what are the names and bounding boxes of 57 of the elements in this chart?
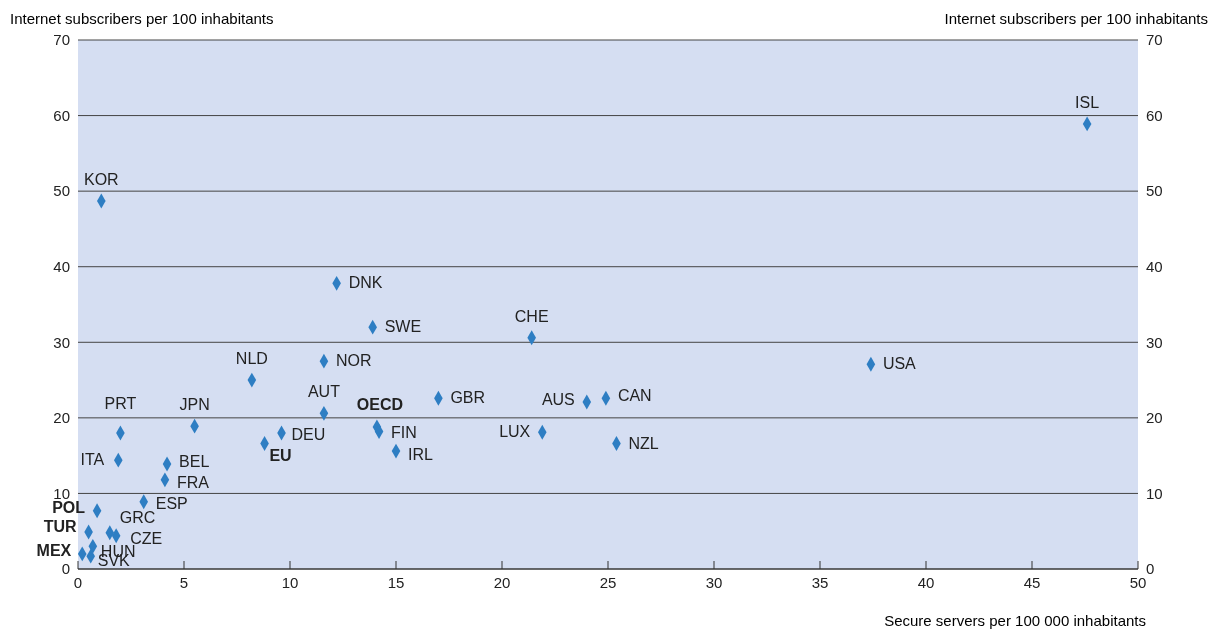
x-tick-label: 10: [281, 573, 299, 591]
series-label: USA: [882, 355, 917, 373]
series-label: NZL: [628, 434, 659, 452]
series-label: DNK: [348, 274, 383, 292]
y-tick-label: 30: [53, 333, 70, 351]
y-tick-label: 50: [53, 182, 70, 200]
y-tick-label: 0: [61, 560, 70, 578]
x-tick-label: 40: [917, 573, 935, 591]
x-tick-label: 50: [1129, 573, 1147, 591]
series-label: DEU: [291, 425, 326, 443]
y-tick-label: 60: [53, 106, 70, 124]
series-label: MEX: [36, 541, 72, 559]
series-label: IRL: [408, 446, 433, 464]
series-label: EU: [269, 446, 292, 464]
y2-tick-label: 30: [1146, 333, 1163, 351]
series-label: SWE: [384, 318, 422, 336]
x-axis-title: Secure servers per 100 000 inhabitants: [884, 612, 1146, 629]
series-label: LUX: [499, 423, 531, 441]
x-tick-label: 25: [599, 573, 617, 591]
y2-tick-label: 60: [1146, 106, 1163, 124]
series-label: ISL: [1075, 93, 1100, 111]
x-tick-label: 35: [811, 573, 829, 591]
y2-tick-label: 70: [1146, 31, 1163, 49]
series-label: NOR: [335, 352, 372, 370]
series-label: PRT: [104, 394, 137, 412]
series-label: AUS: [541, 390, 575, 408]
series-label: ESP: [155, 494, 188, 512]
y2-tick-label: 20: [1146, 409, 1163, 427]
x-tick-label: 30: [705, 573, 723, 591]
series-label: GBR: [450, 389, 486, 407]
y2-tick-label: 0: [1146, 560, 1155, 578]
x-tick-label: 15: [387, 573, 405, 591]
series-label: GRC: [119, 508, 156, 526]
y-tick-label: 40: [53, 258, 70, 276]
y-axis-title: Internet subscribers per 100 inhabitants: [10, 10, 274, 27]
x-tick-label: 5: [179, 573, 189, 591]
series-label: CHE: [514, 307, 549, 325]
series-label: BEL: [179, 452, 210, 470]
x-tick-label: 0: [73, 573, 83, 591]
series-label: OECD: [356, 395, 404, 413]
y2-tick-label: 40: [1146, 258, 1163, 276]
series-label: ITA: [80, 451, 105, 469]
y-tick-label: 20: [53, 409, 70, 427]
series-label: JPN: [179, 396, 210, 414]
series-label: FIN: [391, 424, 417, 442]
y2-tick-label: 10: [1146, 484, 1163, 502]
y-tick-label: 70: [53, 31, 70, 49]
x-tick-label: 45: [1023, 573, 1041, 591]
series-label: FRA: [176, 473, 210, 491]
y2-tick-label: 50: [1146, 182, 1163, 200]
y2-axis-title: Internet subscribers per 100 inhabitants: [944, 10, 1208, 27]
series-label: TUR: [43, 517, 78, 535]
x-tick-label: 20: [493, 573, 511, 591]
series-label: CAN: [617, 387, 652, 405]
series-label: NLD: [235, 350, 268, 368]
series-label: KOR: [83, 170, 119, 188]
series-label: AUT: [307, 383, 341, 401]
